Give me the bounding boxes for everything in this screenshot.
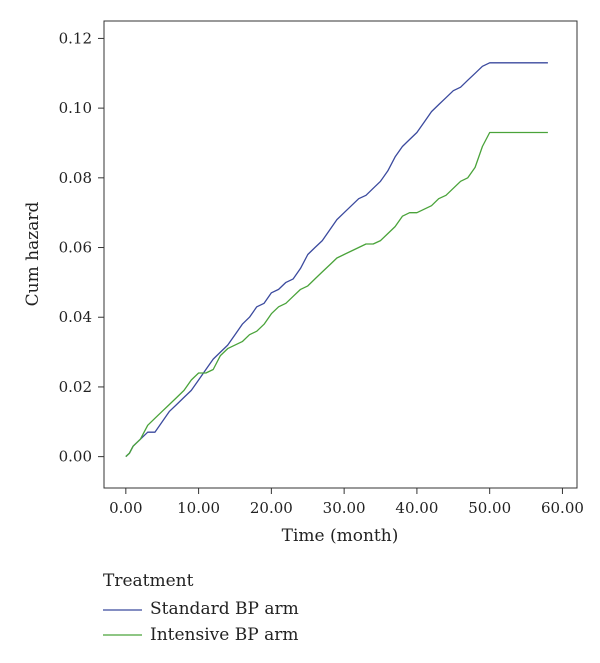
y-tick-label: 0.00 — [59, 448, 92, 466]
legend-label-intensive-bp-arm: Intensive BP arm — [150, 625, 298, 645]
x-tick-label: 30.00 — [323, 499, 366, 517]
y-tick-label: 0.08 — [59, 169, 92, 187]
y-tick-label: 0.06 — [59, 239, 92, 257]
y-axis-title: Cum hazard — [23, 202, 43, 307]
legend: Treatment Standard BP arm Intensive BP a… — [103, 571, 299, 645]
y-tick-label: 0.04 — [59, 308, 92, 326]
legend-label-standard-bp-arm: Standard BP arm — [150, 599, 299, 619]
x-axis-title: Time (month) — [282, 526, 399, 546]
x-tick-label: 10.00 — [177, 499, 220, 517]
series-layer — [125, 62, 548, 458]
x-tick-label: 0.00 — [109, 499, 142, 517]
x-tick-label: 20.00 — [250, 499, 293, 517]
legend-title: Treatment — [103, 571, 194, 591]
series-line-standard-bp-arm — [125, 62, 548, 458]
x-axis: 0.00 10.00 20.00 30.00 40.00 50.00 60.00 — [109, 488, 584, 517]
y-tick-label: 0.12 — [59, 29, 92, 47]
y-tick-label: 0.10 — [59, 99, 92, 117]
x-tick-label: 50.00 — [468, 499, 511, 517]
y-axis: 0.00 0.02 0.04 0.06 0.08 0.10 0.12 — [59, 29, 104, 466]
series-line-intensive-bp-arm — [125, 131, 548, 458]
plot-frame — [103, 20, 578, 489]
x-tick-label: 60.00 — [541, 499, 584, 517]
x-tick-label: 40.00 — [395, 499, 438, 517]
y-tick-label: 0.02 — [59, 378, 92, 396]
